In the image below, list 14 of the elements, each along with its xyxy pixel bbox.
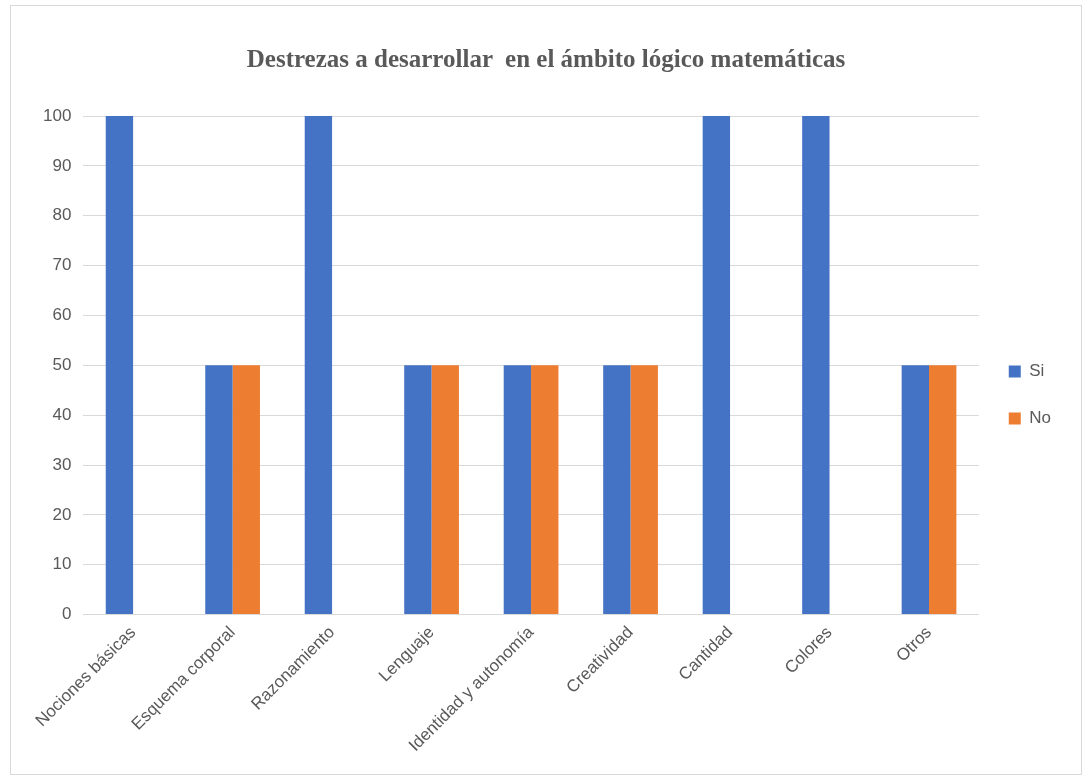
y-tick-label: 60	[52, 305, 72, 325]
y-tick-label: 90	[52, 155, 72, 175]
legend-label: Si	[1029, 361, 1045, 381]
legend-label: No	[1029, 408, 1051, 428]
y-tick-label: 70	[52, 255, 72, 275]
y-tick-label: 100	[42, 105, 72, 125]
y-tick-label: 20	[52, 504, 72, 524]
y-tick-label: 80	[52, 205, 72, 225]
y-tick-label: 50	[52, 355, 72, 374]
y-tick-label: 10	[52, 554, 72, 574]
y-tick-label: 30	[52, 454, 72, 474]
y-tick-label: 0	[61, 604, 72, 624]
y-tick-label: 40	[52, 404, 72, 424]
chart-title: Destrezas a desarrollar en el ámbito lógico matemáticas	[246, 45, 846, 73]
